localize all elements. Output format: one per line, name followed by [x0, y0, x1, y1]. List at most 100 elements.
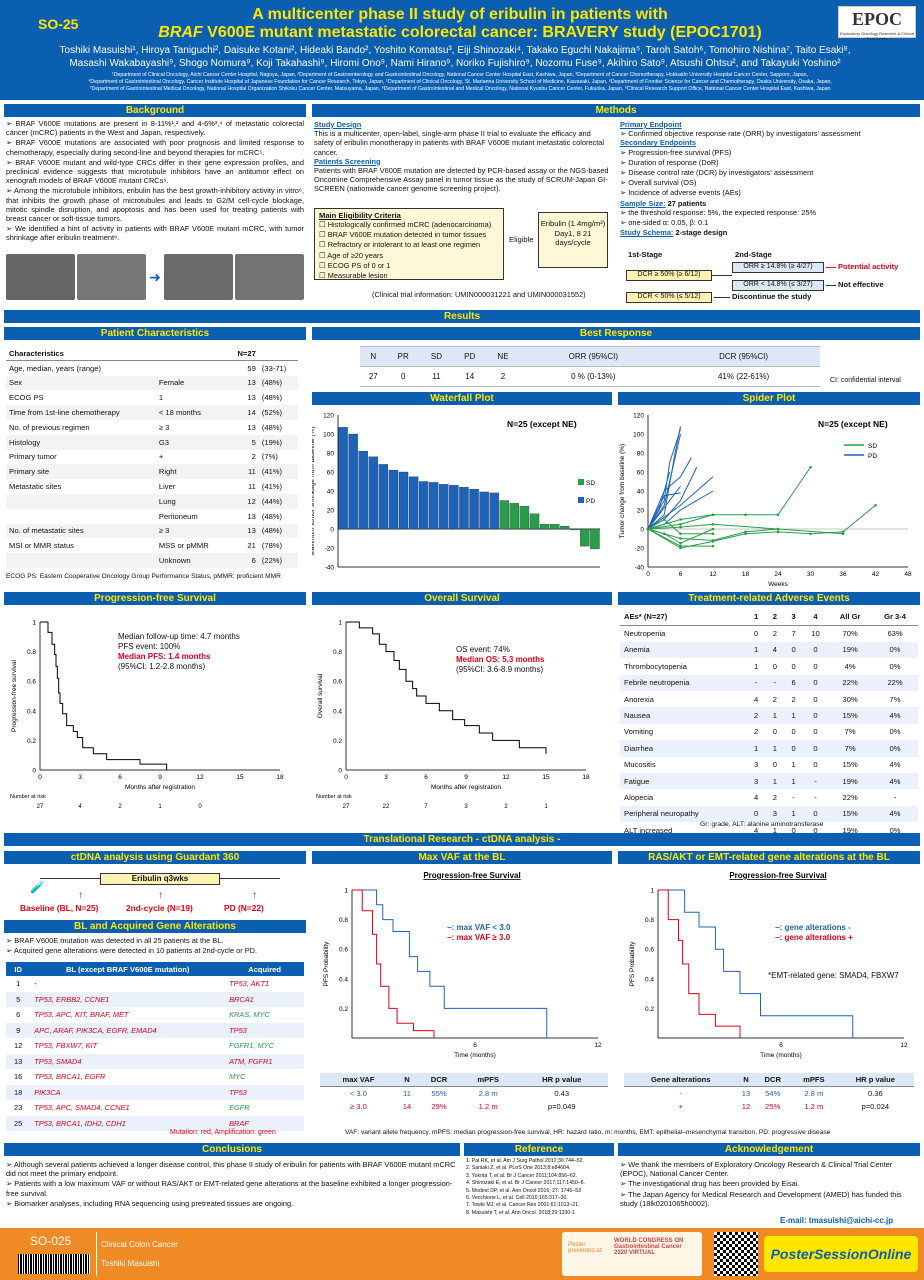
- ae-heading: Treatment-related Adverse Events: [618, 592, 920, 605]
- sd-series-line: [647, 518, 713, 535]
- waterfall-bar: [479, 491, 489, 530]
- brand-logo[interactable]: PosterSessionOnline: [764, 1236, 918, 1272]
- y-tick-label: 0: [32, 768, 36, 775]
- data-point: [679, 544, 682, 548]
- bullet-icon: ➢: [620, 157, 629, 167]
- table-row: ECOG PS 1 13 (48%): [9, 393, 283, 403]
- bullet-icon: ☐: [319, 240, 328, 250]
- dcr-low-box: DCR < 50% (≤ 5/12): [626, 292, 712, 303]
- data-point: [841, 530, 845, 534]
- data-point: [776, 530, 780, 534]
- screening-text: Patients with BRAF V600E mutation are de…: [314, 166, 609, 194]
- table-row: Diarrhea 1 1 0 0 7% 0%: [620, 740, 918, 757]
- x-tick-label: 6: [118, 774, 122, 781]
- bullet-icon: ➢: [620, 168, 629, 178]
- x-axis-label: Time (months): [760, 1052, 802, 1059]
- y-tick-label: 0.2: [339, 1006, 348, 1013]
- maxvaf-heading: Max VAF at the BL: [312, 851, 612, 864]
- blacq-item: ➢ BRAF V600E mutation was detected in al…: [6, 936, 224, 945]
- data-point: [679, 537, 682, 540]
- y-tick-label: 0.2: [333, 738, 342, 745]
- y-tick-label: 0.6: [645, 947, 654, 954]
- data-point: [711, 522, 715, 526]
- sample-list: ➢ the threshold response: 5%, the expect…: [620, 208, 918, 227]
- ras-table: Gene alterations N DCR mPFS HR p value -13 54%…: [624, 1073, 914, 1113]
- sd-series-line: [647, 528, 714, 544]
- vaf-km-chart: 0.2 0.4 0.6 0.8 1 6 12 PFS Probability Time (mon…: [323, 871, 602, 1059]
- background-item: ➢ BRAF V600E mutations are associated wi…: [6, 138, 305, 157]
- bullet-icon: ➢: [620, 1189, 629, 1199]
- eligible-label: Eligible: [509, 235, 534, 244]
- mutation-note: Mutation: red, Amplification: green: [170, 1129, 276, 1136]
- methods-right: Primary Endpoint ➢ Confirmed objective r…: [620, 120, 918, 237]
- y-tick-label: 0.6: [27, 679, 36, 686]
- waterfall-bar: [418, 481, 429, 530]
- waterfall-bar: [489, 492, 499, 530]
- study-design-heading: Study Design: [314, 120, 362, 129]
- sd-series-line: [647, 466, 811, 530]
- os-summary: OS event: 74% Median OS: 5.3 months (95%CI…: [456, 645, 545, 674]
- secondary-item: ➢ Disease control rate (DCR) by investig…: [620, 168, 814, 178]
- y-tick-label: -20: [635, 546, 645, 553]
- waterfall-bar: [388, 469, 399, 530]
- eligibility-item: ☐ Refractory or intolerant to at least o…: [319, 240, 481, 250]
- ct-images: ➜: [6, 254, 304, 300]
- eligibility-item: ☐ Age of ≥20 years: [319, 250, 384, 260]
- spider-chart: -40 -20 0 20 40 60 80 100 120 0 6 12 18 24 30 36 42 48 Tum…: [619, 413, 912, 588]
- y-tick-label: -40: [325, 565, 335, 572]
- km-curve-high: [352, 889, 435, 1038]
- footer-info: Clinical Colon Cancer Toshiki Masuishi: [96, 1232, 556, 1276]
- y-tick-label: 1: [650, 888, 654, 895]
- blood-tube-icon: 🧪: [30, 880, 45, 894]
- waterfall-heading: Waterfall Plot: [312, 392, 612, 405]
- reference-item: 1. Pai RK, et al. Am J Surg Pathol 2012;…: [466, 1158, 584, 1164]
- y-tick-label: 120: [633, 413, 644, 420]
- table-row: ALT increased 4 1 0 0 19% 0%: [624, 825, 901, 835]
- x-tick-label: 12: [196, 774, 204, 781]
- gene-table: ID BL (except BRAF V600E mutation) Acquire…: [6, 962, 304, 1131]
- conclusions-heading: Conclusions: [4, 1143, 460, 1156]
- waterfall-bar: [449, 485, 459, 530]
- data-point: [809, 532, 812, 536]
- table-row: Metastatic sites Liver 11 (41%): [9, 482, 283, 492]
- secondary-endpoint-heading: Secondary Endpoints: [620, 138, 696, 148]
- sample-item: ➢ one-sided α: 0.05, β: 0.1: [620, 218, 709, 228]
- reference-item: 7. Towle MJ, et al. Cancer Res 2001;61:1…: [466, 1202, 580, 1209]
- at-risk-value: 4: [78, 804, 82, 810]
- table-row: Time from 1st-line chemotherapy < 18 mont…: [6, 405, 298, 420]
- arrow-up-icon: ↑: [78, 890, 83, 901]
- reference-heading: Reference: [464, 1143, 614, 1156]
- barcode: [18, 1254, 90, 1274]
- schema-connector: [712, 275, 732, 276]
- bullet-icon: ➢: [6, 224, 15, 234]
- table-row: ≥ 3.0 14 29% 1.2 m p=0.049: [350, 1101, 576, 1111]
- data-point: [841, 532, 845, 536]
- best-response-heading: Best Response: [312, 327, 920, 340]
- table-row: Peritoneum 13 (48%): [158, 511, 283, 521]
- at-risk-label: Number at risk: [10, 794, 46, 800]
- reference-item: 8. Masuishi T, et al. Ann Oncol. 2018;29…: [466, 1209, 575, 1216]
- qr-code[interactable]: [714, 1232, 758, 1276]
- data-point: [776, 527, 780, 531]
- drug-box: Eribulin (1.4mg/m²) Day1, 8 21 days/cycl…: [538, 212, 608, 268]
- ack-item: ➢ The investigational drug has been prov…: [620, 1179, 800, 1189]
- email-link[interactable]: E-mail: tmasuishi@aichi-cc.jp: [780, 1216, 894, 1225]
- data-point: [809, 465, 812, 469]
- bullet-icon: ➢: [6, 1160, 14, 1169]
- at-risk-value: 27: [343, 804, 350, 810]
- pd-series-line: [647, 457, 692, 530]
- epoc-logo: EPOC Exploratory Oncology Research & Clin…: [838, 6, 916, 41]
- waterfall-chart: -40 -20 0 20 40 60 80 100 120 Maximum tumor shrin…: [312, 413, 600, 572]
- x-axis-label: Weeks: [768, 581, 788, 587]
- x-tick-label: 30: [807, 571, 815, 578]
- waterfall-bar: [358, 450, 368, 530]
- data-point: [711, 544, 715, 548]
- table-row: MSI or MMR status MSS or pMMR 21 (78%): [9, 541, 283, 551]
- results-heading: Results: [4, 310, 920, 323]
- screening-heading: Patients Screening: [314, 156, 381, 166]
- secondary-item: ➢ Overall survival (OS): [620, 178, 697, 188]
- y-axis-label: PFS Probability: [323, 941, 330, 987]
- trial-info: (Clinical trial information: UMIN0000312…: [372, 290, 586, 299]
- y-tick-label: 0.4: [333, 708, 342, 715]
